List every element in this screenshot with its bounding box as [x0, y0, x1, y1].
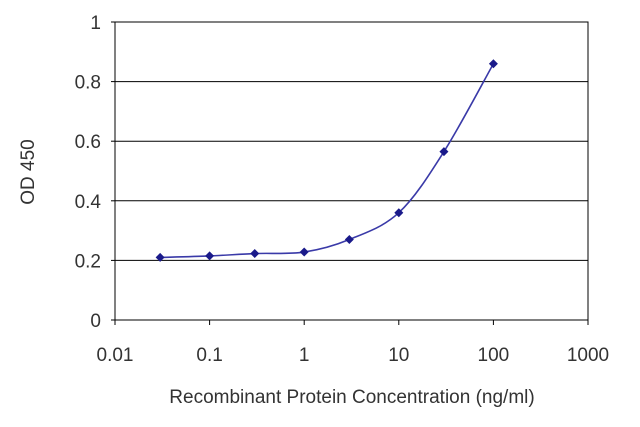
y-axis-ticks: 0 0.2 0.4 0.6 0.8 1: [75, 13, 115, 332]
x-tick-label-4: 100: [478, 345, 510, 366]
x-tick-label-5: 1000: [567, 345, 609, 366]
y-axis-label: OD 450: [18, 139, 39, 204]
y-tick-label-5: 1: [90, 13, 101, 34]
x-axis-label: Recombinant Protein Concentration (ng/ml…: [169, 387, 534, 408]
x-tick-label-1: 0.1: [196, 345, 222, 366]
x-tick-label-2: 1: [299, 345, 310, 366]
y-tick-label-1: 0.2: [75, 251, 101, 272]
data-point-7: [488, 59, 498, 69]
data-point-5: [394, 208, 404, 218]
series-line-0: [160, 63, 495, 259]
data-point-2: [250, 249, 260, 259]
plot-frame: [114, 21, 589, 321]
y-tick-label-3: 0.6: [75, 132, 101, 153]
data-point-0: [155, 252, 165, 262]
x-tick-label-0: 0.01: [97, 345, 134, 366]
x-tick-label-3: 10: [388, 345, 409, 366]
data-point-1: [205, 251, 215, 261]
gridlines: [115, 81, 588, 261]
y-tick-label-4: 0.8: [75, 73, 101, 94]
data-point-6: [439, 147, 449, 157]
data-series: [155, 59, 498, 262]
y-tick-label-0: 0: [90, 311, 101, 332]
data-point-3: [299, 247, 309, 257]
x-axis-ticks: 0.01 0.1 1 10 100 1000: [97, 320, 609, 366]
y-tick-label-2: 0.4: [75, 192, 102, 213]
data-point-4: [344, 235, 354, 245]
